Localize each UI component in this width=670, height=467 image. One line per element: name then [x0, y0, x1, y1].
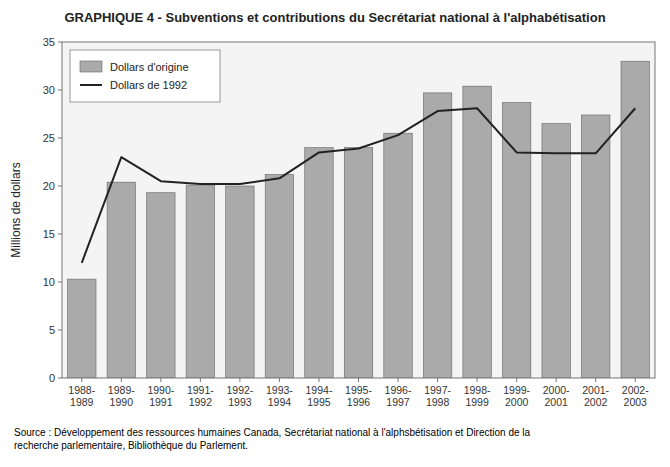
x-tick	[318, 378, 319, 382]
line	[82, 108, 635, 263]
bar	[68, 279, 96, 378]
x-tick-label: 1997-1998	[424, 384, 451, 408]
bar	[186, 185, 214, 378]
bar	[542, 124, 570, 378]
bar	[344, 148, 372, 378]
chart: GRAPHIQUE 4 - Subventions et contributio…	[0, 0, 670, 467]
x-tick-label: 2000-2001	[543, 384, 570, 408]
bar	[581, 115, 609, 378]
y-tick	[58, 186, 62, 187]
y-tick	[58, 330, 62, 331]
bar	[384, 133, 412, 378]
x-tick-label: 1992-1993	[226, 384, 253, 408]
x-tick-label: 1990-1991	[147, 384, 174, 408]
x-tick-label: 2002-2003	[622, 384, 649, 408]
x-tick	[358, 378, 359, 382]
y-tick	[58, 282, 62, 283]
y-tick-label: 15	[43, 228, 55, 240]
x-tick	[121, 378, 122, 382]
x-tick	[595, 378, 596, 382]
bar	[305, 148, 333, 378]
y-tick-label: 30	[43, 84, 55, 96]
legend-swatch	[80, 84, 102, 86]
legend: Dollars d'origine Dollars de 1992	[70, 50, 220, 102]
legend-label: Dollars d'origine	[110, 61, 189, 73]
y-tick-label: 20	[43, 180, 55, 192]
x-tick	[556, 378, 557, 382]
title: GRAPHIQUE 4 - Subventions et contributio…	[64, 10, 605, 25]
y-tick-label: 35	[43, 36, 55, 48]
x-tick	[398, 378, 399, 382]
legend-swatch	[80, 61, 102, 72]
marks	[68, 61, 650, 378]
x-tick-label: 1998-1999	[464, 384, 491, 408]
source-note: Source : Développement des ressources hu…	[14, 427, 531, 451]
bar	[502, 102, 530, 378]
bar	[463, 86, 491, 378]
y-axis-label: Millions de dollars	[9, 162, 23, 257]
x-tick-label: 1996-1997	[385, 384, 412, 408]
plot-frame	[62, 42, 655, 378]
x-tick-label: 1991-1992	[187, 384, 214, 408]
x-tick-label: 1994-1995	[306, 384, 333, 408]
x-tick	[239, 378, 240, 382]
y-tick	[58, 42, 62, 43]
x-tick	[635, 378, 636, 382]
x-tick	[477, 378, 478, 382]
x-tick	[279, 378, 280, 382]
bar	[147, 193, 175, 378]
x-tick	[160, 378, 161, 382]
plot-area	[62, 42, 655, 378]
x-tick-label: 1999-2000	[503, 384, 530, 408]
x-tick-label: 1993-1994	[266, 384, 293, 408]
y-tick	[58, 378, 62, 379]
x-tick-label: 2001-2002	[582, 384, 609, 408]
legend-label: Dollars de 1992	[110, 79, 187, 91]
bar	[265, 174, 293, 378]
x-tick	[81, 378, 82, 382]
x-tick-label: 1988-1989	[68, 384, 95, 408]
bar	[226, 186, 254, 378]
x-tick	[200, 378, 201, 382]
x-tick	[437, 378, 438, 382]
y-tick-label: 0	[49, 372, 55, 384]
y-tick-label: 10	[43, 276, 55, 288]
y-tick	[58, 234, 62, 235]
x-tick-label: 1995-1996	[345, 384, 372, 408]
legend-box	[70, 50, 220, 102]
bar	[107, 182, 135, 378]
x-tick	[516, 378, 517, 382]
y-tick	[58, 90, 62, 91]
y-tick-label: 25	[43, 132, 55, 144]
bar	[423, 93, 451, 378]
y-tick-label: 5	[49, 324, 55, 336]
x-tick-label: 1989-1990	[108, 384, 135, 408]
y-tick	[58, 138, 62, 139]
